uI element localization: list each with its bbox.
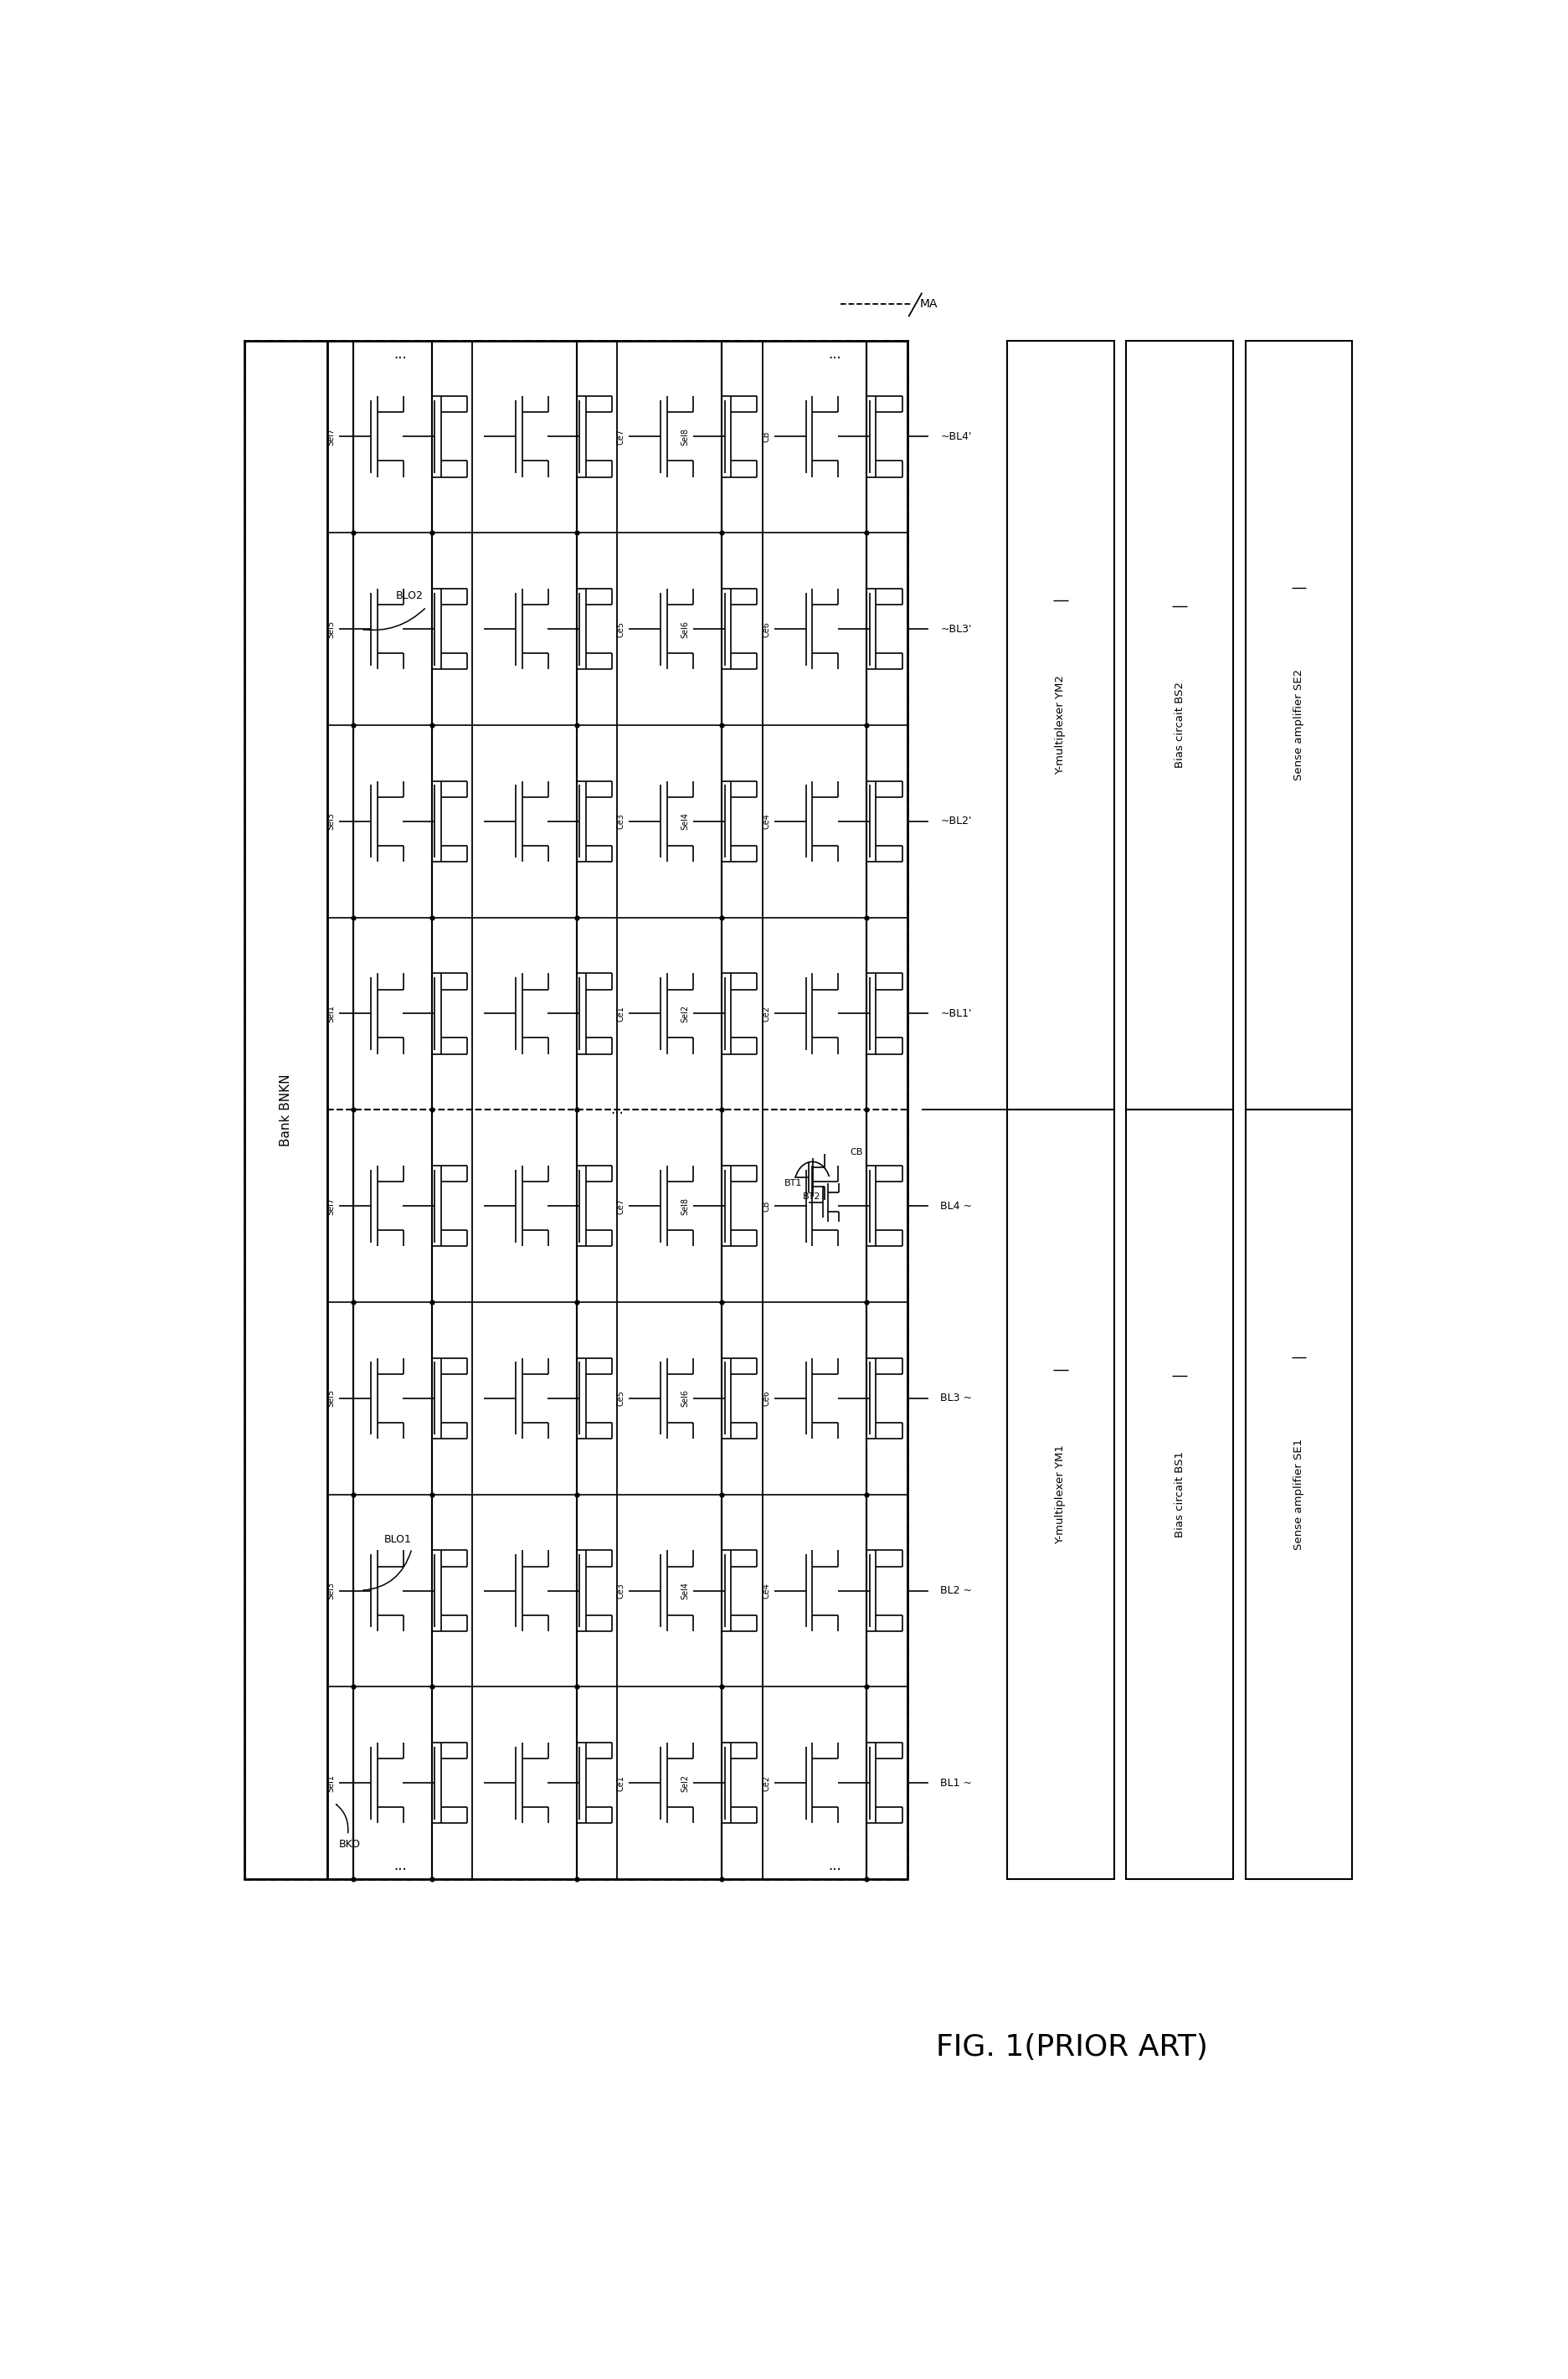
Text: Sel6: Sel6	[681, 621, 688, 638]
Bar	[1126, 340, 1232, 1109]
Text: Sel6: Sel6	[681, 1389, 688, 1406]
Text: Sense amplifier SE2: Sense amplifier SE2	[1292, 668, 1303, 780]
Text: ...: ...	[394, 347, 406, 362]
Text: Ce3: Ce3	[616, 814, 626, 830]
Text: Ce3: Ce3	[616, 1582, 626, 1599]
Bar	[1007, 1109, 1113, 1879]
Text: ...: ...	[828, 347, 840, 362]
Bar	[245, 340, 328, 1879]
Text: Sel2: Sel2	[681, 1775, 688, 1791]
Text: Bank BNKN: Bank BNKN	[279, 1073, 292, 1147]
Text: Sel8: Sel8	[681, 1197, 688, 1216]
Text: Ce4: Ce4	[762, 1582, 770, 1599]
Text: FIG. 1(PRIOR ART): FIG. 1(PRIOR ART)	[935, 2034, 1207, 2063]
Text: BL2 ~: BL2 ~	[939, 1584, 972, 1596]
Text: BKO: BKO	[339, 1839, 361, 1851]
Bar	[1007, 340, 1113, 1109]
Text: Ce7: Ce7	[616, 428, 626, 445]
Text: CB: CB	[850, 1149, 862, 1156]
Text: Sel5: Sel5	[326, 621, 336, 638]
Text: BT1: BT1	[784, 1178, 801, 1187]
Text: Ce2: Ce2	[762, 1006, 770, 1021]
Text: Ce5: Ce5	[616, 621, 626, 638]
Text: Ce6: Ce6	[762, 1389, 770, 1406]
Text: Sel1: Sel1	[326, 1775, 336, 1791]
Text: MA: MA	[919, 297, 938, 309]
Text: Bias circait BS2: Bias circait BS2	[1174, 683, 1184, 768]
Text: Ce1: Ce1	[616, 1006, 626, 1021]
Text: Sel3: Sel3	[326, 814, 336, 830]
Text: Sel1: Sel1	[326, 1004, 336, 1023]
Text: Ce7: Ce7	[616, 1199, 626, 1213]
Text: ...: ...	[828, 1858, 840, 1872]
Text: BT2: BT2	[803, 1192, 820, 1201]
Bar	[1245, 1109, 1352, 1879]
Text: ~BL2': ~BL2'	[939, 816, 971, 828]
Text: Sel8: Sel8	[681, 428, 688, 445]
Text: Bias circait BS1: Bias circait BS1	[1174, 1451, 1184, 1537]
Text: CB: CB	[762, 431, 770, 442]
Text: Sel3: Sel3	[326, 1582, 336, 1599]
Bar	[245, 340, 906, 1879]
Text: Ce4: Ce4	[762, 814, 770, 830]
Text: Sense amplifier SE1: Sense amplifier SE1	[1292, 1439, 1303, 1551]
Text: CB: CB	[762, 1201, 770, 1211]
FancyArrowPatch shape	[364, 609, 425, 630]
Text: BL3 ~: BL3 ~	[939, 1392, 972, 1404]
FancyArrowPatch shape	[364, 1551, 411, 1592]
Text: Ce1: Ce1	[616, 1775, 626, 1791]
Text: Sel4: Sel4	[681, 814, 688, 830]
Text: ...: ...	[610, 1101, 624, 1118]
Text: ~BL4': ~BL4'	[939, 431, 971, 442]
Bar	[1245, 340, 1352, 1109]
Bar	[328, 340, 906, 1879]
Text: Sel2: Sel2	[681, 1004, 688, 1023]
Text: ...: ...	[394, 1858, 406, 1872]
Text: Sel7: Sel7	[326, 428, 336, 445]
Text: BLO1: BLO1	[384, 1534, 411, 1544]
FancyArrowPatch shape	[336, 1806, 348, 1832]
Text: ~BL1': ~BL1'	[939, 1009, 971, 1018]
Text: BL4 ~: BL4 ~	[939, 1201, 972, 1211]
Text: Ce5: Ce5	[616, 1389, 626, 1406]
Text: Y-multiplexer YM1: Y-multiplexer YM1	[1055, 1444, 1065, 1544]
Text: Sel5: Sel5	[326, 1389, 336, 1406]
Text: Sel7: Sel7	[326, 1197, 336, 1216]
Text: BL1 ~: BL1 ~	[939, 1777, 972, 1789]
Text: BLO2: BLO2	[395, 590, 423, 602]
Text: Sel4: Sel4	[681, 1582, 688, 1599]
Text: Ce2: Ce2	[762, 1775, 770, 1791]
Text: Y-multiplexer YM2: Y-multiplexer YM2	[1055, 676, 1065, 776]
Bar	[1126, 1109, 1232, 1879]
Text: ~BL3': ~BL3'	[939, 623, 971, 635]
Text: Ce6: Ce6	[762, 621, 770, 638]
